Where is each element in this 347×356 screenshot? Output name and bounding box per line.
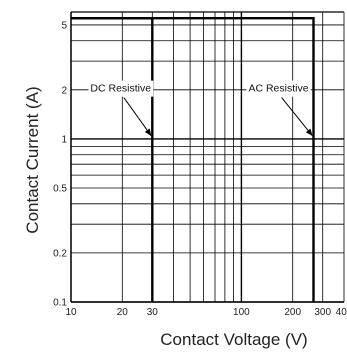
- annotation-bg-dc-resistive: [88, 80, 154, 97]
- annotations: DC Resistive AC Resistive: [88, 80, 313, 137]
- annotation-arrow-dc-resistive: [123, 97, 152, 137]
- tick-labels: 10 20 30 100 200 300 400 0.1 0.2 0.5 1 2 5: [53, 20, 347, 318]
- annotation-arrowhead-ac-resistive: [305, 128, 313, 136]
- series-ac-resistive: [71, 17, 315, 302]
- annotation-label-ac-resistive: AC Resistive: [248, 83, 308, 95]
- x-tick-label: 100: [233, 307, 250, 318]
- x-tick-label: 10: [65, 307, 77, 318]
- annotation-arrowhead-dc-resistive: [144, 128, 152, 136]
- y-tick-label: 1: [61, 134, 67, 145]
- y-tick-label: 5: [61, 20, 67, 31]
- series-group: [71, 17, 315, 302]
- annotation-dc-resistive: DC Resistive: [88, 80, 154, 137]
- y-tick-label: 0.1: [53, 298, 67, 309]
- y-axis-title: Contact Current (A): [23, 86, 42, 233]
- x-tick-label: 400: [336, 307, 347, 318]
- annotation-ac-resistive: AC Resistive: [246, 80, 313, 137]
- y-tick-label: 0.2: [53, 248, 67, 259]
- annotation-arrow-ac-resistive: [281, 97, 313, 137]
- x-tick-label: 30: [147, 307, 159, 318]
- annotation-bg-ac-resistive: [246, 80, 311, 97]
- grid: [70, 11, 345, 303]
- annotation-label-dc-resistive: DC Resistive: [90, 83, 151, 95]
- y-tick-label: 2: [61, 85, 67, 96]
- x-tick-label: 300: [314, 307, 331, 318]
- plot-frame: [70, 11, 344, 303]
- y-tick-label: 0.5: [53, 184, 67, 195]
- x-axis-title: Contact Voltage (V): [160, 330, 307, 349]
- x-tick-label: 20: [117, 307, 129, 318]
- x-tick-label: 200: [284, 307, 301, 318]
